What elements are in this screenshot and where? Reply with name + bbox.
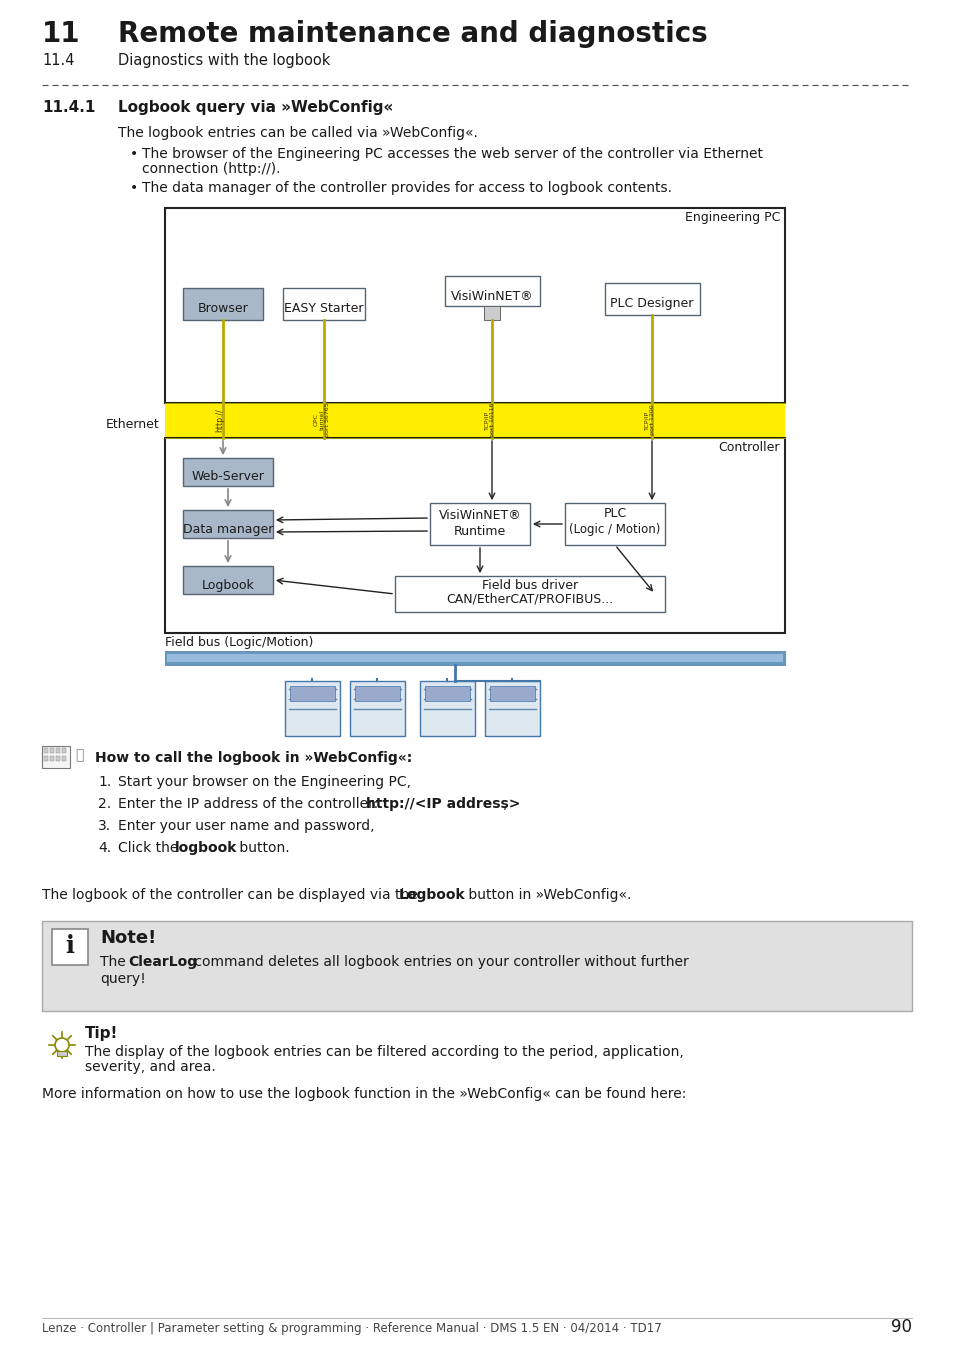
Text: PLC: PLC <box>602 508 626 520</box>
Bar <box>165 208 784 404</box>
Bar <box>444 275 539 306</box>
Text: 90: 90 <box>890 1318 911 1336</box>
Bar <box>50 756 54 761</box>
Bar <box>44 756 48 761</box>
Text: CAN/EtherCAT/PROFIBUS...: CAN/EtherCAT/PROFIBUS... <box>446 593 613 606</box>
Text: 1.: 1. <box>98 775 112 788</box>
Text: TCP/IP
port 10116: TCP/IP port 10116 <box>484 402 495 437</box>
Text: Browser: Browser <box>197 302 248 316</box>
Text: Lenze · Controller | Parameter setting & programming · Reference Manual · DMS 1.: Lenze · Controller | Parameter setting &… <box>42 1322 661 1335</box>
Text: 11.4: 11.4 <box>42 53 74 68</box>
Text: The logbook entries can be called via »WebConfig«.: The logbook entries can be called via »W… <box>118 126 477 140</box>
Text: Logbook: Logbook <box>398 888 465 902</box>
Bar <box>56 748 60 753</box>
Bar <box>483 306 499 320</box>
Bar <box>355 686 399 701</box>
Text: Note!: Note! <box>100 929 156 946</box>
Bar <box>285 680 339 736</box>
Text: Diagnostics with the logbook: Diagnostics with the logbook <box>118 53 330 68</box>
Text: 🖱: 🖱 <box>75 748 83 761</box>
Bar <box>290 686 335 701</box>
Text: query!: query! <box>100 972 146 986</box>
Bar <box>424 686 470 701</box>
Text: 4.: 4. <box>98 841 111 855</box>
Bar <box>165 437 784 633</box>
Bar <box>430 504 530 545</box>
Text: button in »WebConfig«.: button in »WebConfig«. <box>463 888 631 902</box>
Bar <box>283 288 365 320</box>
Text: ,: , <box>502 796 507 811</box>
Text: Logbook: Logbook <box>201 579 254 591</box>
Text: http://: http:// <box>215 408 224 432</box>
Text: 2.: 2. <box>98 796 111 811</box>
Text: Enter the IP address of the controller:: Enter the IP address of the controller: <box>118 796 382 811</box>
Text: The: The <box>100 954 130 969</box>
Text: Start your browser on the Engineering PC,: Start your browser on the Engineering PC… <box>118 775 411 788</box>
Bar <box>62 748 66 753</box>
Text: The display of the logbook entries can be filtered according to the period, appl: The display of the logbook entries can b… <box>85 1045 683 1058</box>
Bar <box>165 404 784 437</box>
Bar <box>564 504 664 545</box>
Text: TCP/IP
port 1200: TCP/IP port 1200 <box>644 405 655 435</box>
Text: The data manager of the controller provides for access to logbook contents.: The data manager of the controller provi… <box>142 181 671 194</box>
Text: logbook: logbook <box>174 841 237 855</box>
Bar <box>52 929 88 965</box>
Text: Field bus (Logic/Motion): Field bus (Logic/Motion) <box>165 636 313 649</box>
Bar <box>62 756 66 761</box>
Text: ClearLog: ClearLog <box>128 954 197 969</box>
Bar <box>604 284 700 315</box>
Text: (Logic / Motion): (Logic / Motion) <box>569 522 660 536</box>
Text: OPC
tunnel
port 56765: OPC tunnel port 56765 <box>314 402 330 437</box>
Text: 11.4.1: 11.4.1 <box>42 100 95 115</box>
Text: Engineering PC: Engineering PC <box>684 211 780 224</box>
Text: connection (http://).: connection (http://). <box>142 162 280 176</box>
Bar <box>56 756 60 761</box>
Text: How to call the logbook in »WebConfig«:: How to call the logbook in »WebConfig«: <box>95 751 412 765</box>
Text: Enter your user name and password,: Enter your user name and password, <box>118 819 375 833</box>
Text: Logbook query via »WebConfig«: Logbook query via »WebConfig« <box>118 100 393 115</box>
Bar <box>419 680 475 736</box>
Bar <box>490 686 535 701</box>
Text: More information on how to use the logbook function in the »WebConfig« can be fo: More information on how to use the logbo… <box>42 1087 685 1102</box>
Bar <box>484 680 539 736</box>
Text: Click the: Click the <box>118 841 183 855</box>
Text: command deletes all logbook entries on your controller without further: command deletes all logbook entries on y… <box>190 954 688 969</box>
Text: severity, and area.: severity, and area. <box>85 1060 215 1075</box>
Text: •: • <box>130 147 138 161</box>
Text: Ethernet: Ethernet <box>106 418 160 432</box>
Bar <box>183 566 273 594</box>
Text: Controller: Controller <box>718 441 780 454</box>
Bar <box>42 747 70 768</box>
Text: Field bus driver: Field bus driver <box>481 579 578 593</box>
Bar <box>350 680 405 736</box>
Text: The browser of the Engineering PC accesses the web server of the controller via : The browser of the Engineering PC access… <box>142 147 762 161</box>
Bar <box>42 921 911 1011</box>
Text: VisiWinNET®: VisiWinNET® <box>450 289 533 302</box>
Text: Web-Server: Web-Server <box>192 471 264 483</box>
Bar <box>167 653 782 662</box>
Text: Tip!: Tip! <box>85 1026 118 1041</box>
Bar <box>44 748 48 753</box>
Text: Remote maintenance and diagnostics: Remote maintenance and diagnostics <box>118 20 707 49</box>
Text: VisiWinNET®: VisiWinNET® <box>438 509 521 522</box>
Bar <box>50 748 54 753</box>
Text: http://<IP address>: http://<IP address> <box>366 796 519 811</box>
Bar <box>165 651 784 666</box>
Text: 11: 11 <box>42 20 80 49</box>
Text: 3.: 3. <box>98 819 111 833</box>
Bar <box>183 458 273 486</box>
Text: button.: button. <box>234 841 290 855</box>
Circle shape <box>55 1038 69 1052</box>
Text: EASY Starter: EASY Starter <box>284 302 363 316</box>
Text: •: • <box>130 181 138 194</box>
Text: Data manager: Data manager <box>183 522 273 536</box>
Bar <box>395 576 664 612</box>
Bar <box>183 288 263 320</box>
Text: PLC Designer: PLC Designer <box>610 297 693 310</box>
Bar <box>57 1052 67 1056</box>
Text: The logbook of the controller can be displayed via the: The logbook of the controller can be dis… <box>42 888 421 902</box>
Bar <box>183 510 273 539</box>
Text: i: i <box>66 934 74 958</box>
Text: Runtime: Runtime <box>454 525 506 539</box>
